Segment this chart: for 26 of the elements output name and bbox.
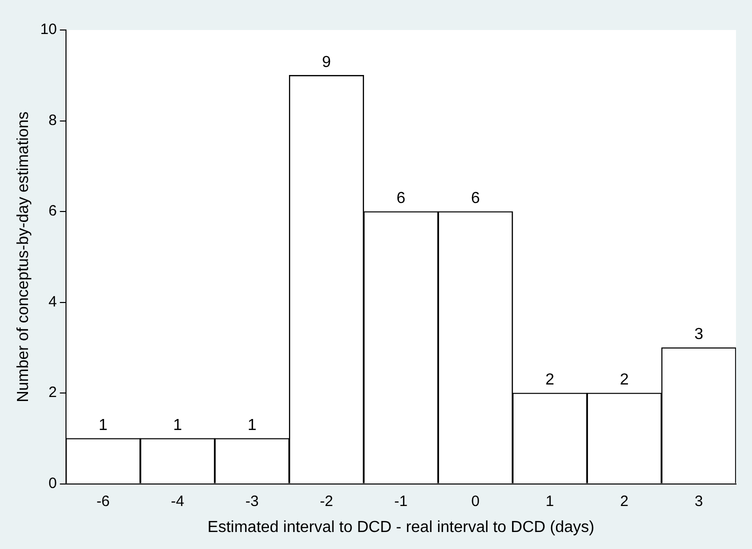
data-label: 6 <box>396 190 406 207</box>
data-label: 2 <box>545 371 554 388</box>
y-axis-title: Number of conceptus-by-day estimations <box>15 112 32 402</box>
x-tick-label: 3 <box>694 492 703 510</box>
x-tick-label: -6 <box>96 492 110 510</box>
data-label: 1 <box>248 416 257 434</box>
x-tick-label: 2 <box>620 492 628 510</box>
y-tick-label: 0 <box>48 474 57 492</box>
data-label: 9 <box>322 54 332 71</box>
x-tick-label: -2 <box>320 492 334 510</box>
data-label: 1 <box>98 416 108 434</box>
y-tick-label: 2 <box>48 384 57 402</box>
y-tick-label: 10 <box>40 21 57 38</box>
x-tick-label: 1 <box>546 492 554 510</box>
data-label: 2 <box>620 371 629 388</box>
y-tick-label: 8 <box>48 112 57 129</box>
data-label: 3 <box>694 326 704 344</box>
x-tick-label: 0 <box>471 492 480 510</box>
x-tick-label: -3 <box>245 492 259 510</box>
data-label: 6 <box>470 190 480 207</box>
x-tick-label: -4 <box>170 492 184 510</box>
data-label: 1 <box>173 416 182 434</box>
x-axis-title: Estimated interval to DCD - real interval to DCD (days) <box>208 518 594 536</box>
x-tick-label: -1 <box>394 492 408 510</box>
y-tick-label: 4 <box>48 293 57 310</box>
y-tick-label: 6 <box>48 202 57 220</box>
